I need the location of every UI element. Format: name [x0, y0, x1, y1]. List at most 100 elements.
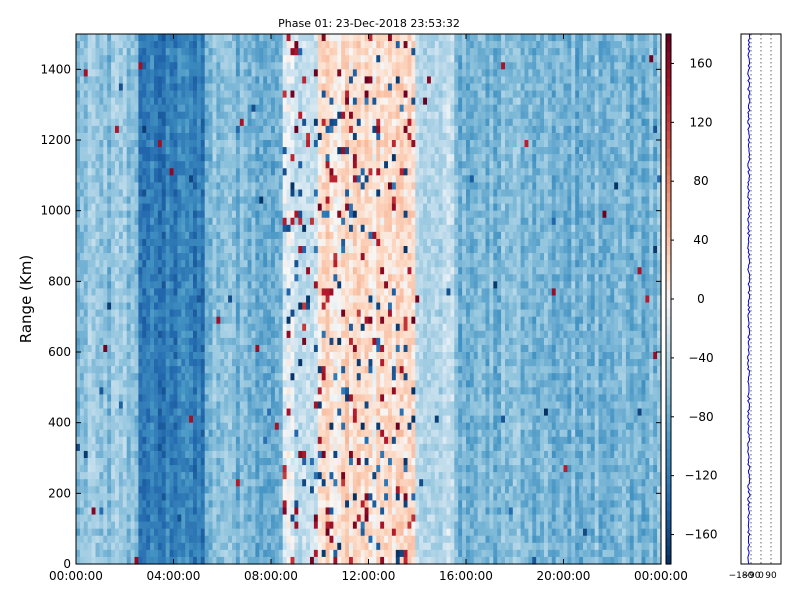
heatmap-cell	[126, 295, 132, 304]
heatmap-cell	[267, 260, 272, 268]
heatmap-cell	[87, 161, 93, 169]
heatmap-cell	[103, 189, 108, 198]
heatmap-cell	[200, 359, 206, 367]
heatmap-cell	[169, 97, 175, 106]
heatmap-cell	[161, 493, 167, 501]
heatmap-cell	[161, 147, 167, 155]
heatmap-cell	[103, 408, 108, 417]
heatmap-cell	[290, 380, 295, 388]
heatmap-cell	[243, 217, 249, 226]
heatmap-cell	[99, 521, 104, 530]
heatmap-cell	[255, 337, 260, 346]
heatmap-cell	[189, 528, 194, 537]
heatmap-cell	[154, 486, 159, 494]
heatmap-cell	[329, 556, 334, 565]
heatmap-cell	[321, 238, 327, 247]
heatmap-cell	[111, 260, 116, 268]
heatmap-cell	[150, 535, 155, 544]
heatmap-cell	[189, 90, 194, 99]
heatmap-cell	[255, 387, 260, 395]
heatmap-cell	[115, 344, 120, 353]
heatmap-cell	[310, 238, 315, 247]
heatmap-cell	[95, 380, 100, 388]
heatmap-cell	[115, 359, 120, 367]
heatmap-cell	[274, 387, 280, 395]
heatmap-cell	[325, 125, 331, 134]
heatmap-cell	[263, 337, 268, 346]
heatmap-cell	[329, 344, 334, 353]
heatmap-cell	[298, 450, 303, 459]
heatmap-cell	[255, 140, 260, 148]
heatmap-cell	[161, 182, 167, 191]
heatmap-cell	[79, 168, 85, 176]
heatmap-cell	[134, 104, 139, 113]
heatmap-cell	[321, 535, 327, 544]
heatmap-cell	[333, 274, 338, 282]
heatmap-cell	[87, 486, 93, 494]
heatmap-cell	[138, 521, 143, 530]
heatmap-cell	[263, 542, 268, 551]
heatmap-cell	[181, 359, 186, 367]
heatmap-cell	[91, 344, 97, 353]
heatmap-cell	[126, 97, 132, 106]
heatmap-cell	[107, 422, 112, 431]
heatmap-cell	[321, 90, 327, 99]
heatmap-cell	[99, 182, 104, 191]
heatmap-cell	[298, 154, 303, 162]
heatmap-cell	[263, 210, 268, 219]
heatmap-cell	[251, 401, 256, 410]
heatmap-cell	[107, 175, 112, 183]
heatmap-cell	[290, 486, 295, 494]
heatmap-cell	[208, 118, 214, 127]
heatmap-cell	[146, 224, 151, 233]
heatmap-cell	[181, 147, 186, 155]
heatmap-cell	[157, 486, 163, 494]
heatmap-cell	[220, 323, 225, 332]
heatmap-cell	[235, 97, 241, 106]
heatmap-cell	[99, 111, 104, 120]
heatmap-cell	[220, 366, 225, 374]
heatmap-cell	[294, 175, 299, 183]
heatmap-cell	[298, 55, 303, 63]
heatmap-cell	[259, 309, 264, 318]
heatmap-cell	[150, 366, 155, 374]
heatmap-cell	[193, 97, 198, 106]
heatmap-cell	[130, 352, 136, 360]
heatmap-cell	[212, 34, 217, 42]
heatmap-cell	[142, 493, 147, 501]
heatmap-cell	[142, 458, 147, 466]
heatmap-cell	[313, 359, 319, 367]
heatmap-cell	[91, 76, 97, 85]
heatmap-cell	[99, 422, 104, 431]
heatmap-cell	[321, 479, 327, 487]
heatmap-cell	[126, 337, 132, 346]
heatmap-cell	[247, 217, 253, 226]
heatmap-cell	[157, 231, 163, 240]
heatmap-cell	[146, 493, 151, 501]
heatmap-cell	[251, 450, 256, 459]
heatmap-cell	[130, 366, 136, 374]
heatmap-cell	[107, 118, 112, 127]
heatmap-cell	[208, 147, 214, 155]
heatmap-cell	[103, 168, 108, 176]
heatmap-cell	[286, 429, 292, 438]
heatmap-cell	[146, 147, 151, 155]
heatmap-cell	[255, 316, 260, 325]
heatmap-cell	[232, 556, 237, 565]
heatmap-cell	[329, 450, 334, 459]
heatmap-cell	[228, 161, 233, 169]
heatmap-cell	[122, 387, 128, 395]
heatmap-cell	[263, 465, 268, 473]
heatmap-cell	[259, 443, 264, 452]
heatmap-cell	[99, 415, 104, 424]
heatmap-cell	[325, 465, 331, 473]
heatmap-cell	[216, 436, 221, 445]
heatmap-cell	[243, 260, 249, 268]
heatmap-cell	[271, 359, 276, 367]
heatmap-cell	[173, 224, 178, 233]
heatmap-cell	[259, 55, 264, 63]
heatmap-cell	[118, 295, 124, 304]
heatmap-cell	[317, 394, 323, 403]
heatmap-cell	[317, 436, 323, 445]
heatmap-cell	[154, 528, 159, 537]
